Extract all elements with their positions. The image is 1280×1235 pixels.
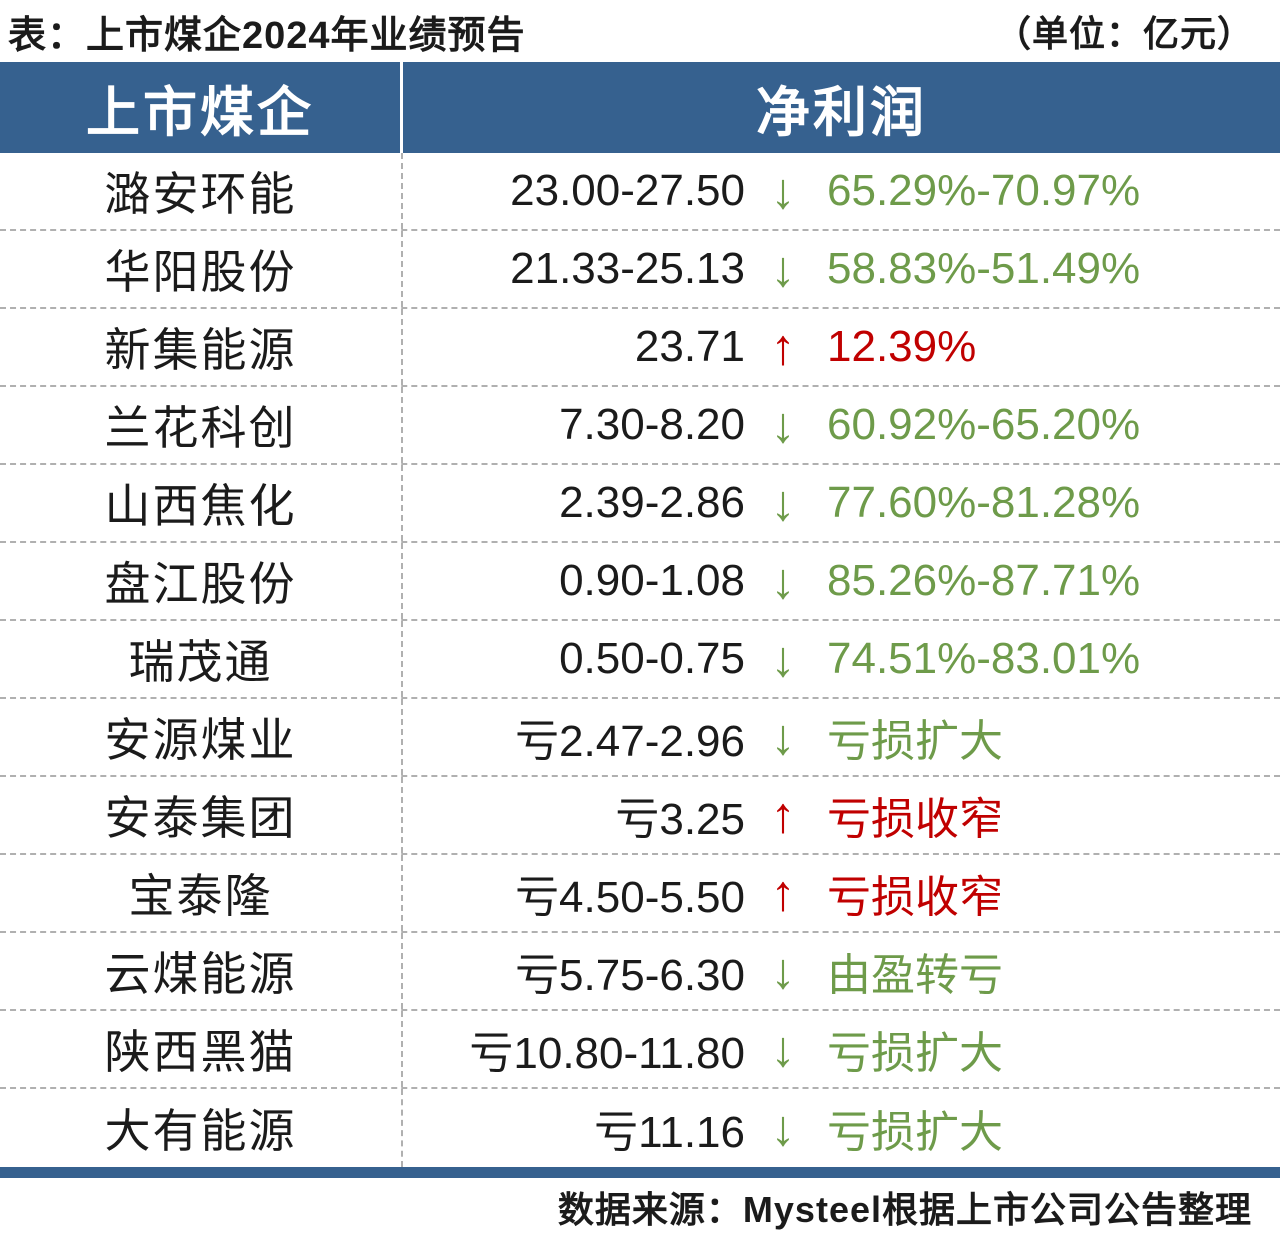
company-name: 山西焦化 (0, 465, 403, 541)
net-profit-value: 23.71 (634, 322, 745, 371)
down-arrow-icon: ↓ (770, 1021, 796, 1077)
down-arrow-icon: ↓ (770, 943, 796, 999)
page-title: 表：上市煤企2024年业绩预告 (8, 14, 526, 57)
net-profit-value: 0.50-0.75 (559, 634, 745, 683)
footer: 数据来源：Mysteel根据上市公司公告整理 (0, 1178, 1280, 1235)
company-name: 华阳股份 (0, 231, 403, 307)
table-row: 安泰集团 亏3.25 ↑ 亏损收窄 (0, 777, 1280, 855)
table-row: 山西焦化 2.39-2.86 ↓ 77.60%-81.28% (0, 465, 1280, 543)
down-arrow-icon: ↓ (770, 1100, 796, 1156)
company-name: 潞安环能 (0, 153, 403, 229)
company-name: 陕西黑猫 (0, 1011, 403, 1087)
change-text: 亏损收窄 (827, 795, 1003, 844)
down-arrow-icon: ↓ (770, 241, 796, 297)
net-profit-value: 亏4.50-5.50 (515, 873, 745, 922)
table-row: 安源煤业 亏2.47-2.96 ↓ 亏损扩大 (0, 699, 1280, 777)
net-profit-value: 21.33-25.13 (510, 244, 745, 293)
change-text: 65.29%-70.97% (827, 166, 1141, 215)
table-row: 瑞茂通 0.50-0.75 ↓ 74.51%-83.01% (0, 621, 1280, 699)
table-row: 宝泰隆 亏4.50-5.50 ↑ 亏损收窄 (0, 855, 1280, 933)
company-name: 大有能源 (0, 1089, 403, 1167)
net-profit-cell: 0.90-1.08 ↓ 85.26%-87.71% (403, 543, 1280, 619)
down-arrow-icon: ↓ (770, 631, 796, 687)
change-text: 60.92%-65.20% (827, 400, 1141, 449)
bottom-bar (0, 1167, 1280, 1178)
net-profit-value: 亏10.80-11.80 (469, 1029, 745, 1078)
source-note: 数据来源：Mysteel根据上市公司公告整理 (557, 1188, 1252, 1230)
unit-label: （单位：亿元） (994, 13, 1254, 54)
company-name: 新集能源 (0, 309, 403, 385)
net-profit-cell: 21.33-25.13 ↓ 58.83%-51.49% (403, 231, 1280, 307)
table-body: 潞安环能 23.00-27.50 ↓ 65.29%-70.97% 华阳股份 21… (0, 153, 1280, 1167)
net-profit-cell: 亏5.75-6.30 ↓ 由盈转亏 (403, 933, 1280, 1009)
net-profit-cell: 0.50-0.75 ↓ 74.51%-83.01% (403, 621, 1280, 697)
change-text: 亏损扩大 (827, 1029, 1003, 1078)
net-profit-cell: 7.30-8.20 ↓ 60.92%-65.20% (403, 387, 1280, 463)
table-row: 盘江股份 0.90-1.08 ↓ 85.26%-87.71% (0, 543, 1280, 621)
table-row: 华阳股份 21.33-25.13 ↓ 58.83%-51.49% (0, 231, 1280, 309)
company-name: 安泰集团 (0, 777, 403, 853)
company-name: 盘江股份 (0, 543, 403, 619)
column-header-company: 上市煤企 (0, 62, 403, 153)
net-profit-value: 亏5.75-6.30 (515, 951, 745, 1000)
change-text: 12.39% (827, 322, 977, 371)
up-arrow-icon: ↑ (770, 865, 796, 921)
down-arrow-icon: ↓ (770, 397, 796, 453)
change-text: 亏损扩大 (827, 1108, 1003, 1157)
company-name: 云煤能源 (0, 933, 403, 1009)
net-profit-cell: 亏4.50-5.50 ↑ 亏损收窄 (403, 855, 1280, 931)
company-name: 安源煤业 (0, 699, 403, 775)
net-profit-cell: 亏3.25 ↑ 亏损收窄 (403, 777, 1280, 853)
net-profit-cell: 23.71 ↑ 12.39% (403, 309, 1280, 385)
company-name: 瑞茂通 (0, 621, 403, 697)
up-arrow-icon: ↑ (770, 787, 796, 843)
down-arrow-icon: ↓ (770, 475, 796, 531)
net-profit-cell: 23.00-27.50 ↓ 65.29%-70.97% (403, 153, 1280, 229)
up-arrow-icon: ↑ (770, 319, 796, 375)
change-text: 85.26%-87.71% (827, 556, 1141, 605)
net-profit-value: 2.39-2.86 (559, 478, 745, 527)
net-profit-cell: 亏10.80-11.80 ↓ 亏损扩大 (403, 1011, 1280, 1087)
net-profit-value: 7.30-8.20 (559, 400, 745, 449)
net-profit-cell: 亏11.16 ↓ 亏损扩大 (403, 1089, 1280, 1167)
net-profit-value: 亏11.16 (594, 1108, 745, 1157)
down-arrow-icon: ↓ (770, 553, 796, 609)
table-row: 潞安环能 23.00-27.50 ↓ 65.29%-70.97% (0, 153, 1280, 231)
change-text: 58.83%-51.49% (827, 244, 1141, 293)
net-profit-value: 亏3.25 (615, 795, 745, 844)
down-arrow-icon: ↓ (770, 709, 796, 765)
change-text: 74.51%-83.01% (827, 634, 1141, 683)
table-row: 兰花科创 7.30-8.20 ↓ 60.92%-65.20% (0, 387, 1280, 465)
table-header-row: 上市煤企 净利润 (0, 62, 1280, 153)
table-row: 云煤能源 亏5.75-6.30 ↓ 由盈转亏 (0, 933, 1280, 1011)
table-row: 新集能源 23.71 ↑ 12.39% (0, 309, 1280, 387)
column-header-net-profit: 净利润 (756, 80, 927, 144)
net-profit-value: 0.90-1.08 (559, 556, 745, 605)
table-row: 陕西黑猫 亏10.80-11.80 ↓ 亏损扩大 (0, 1011, 1280, 1089)
title-bar: 表：上市煤企2024年业绩预告 （单位：亿元） (0, 0, 1280, 62)
net-profit-value: 23.00-27.50 (510, 166, 745, 215)
net-profit-cell: 2.39-2.86 ↓ 77.60%-81.28% (403, 465, 1280, 541)
table-row: 大有能源 亏11.16 ↓ 亏损扩大 (0, 1089, 1280, 1167)
net-profit-cell: 亏2.47-2.96 ↓ 亏损扩大 (403, 699, 1280, 775)
change-text: 亏损扩大 (827, 717, 1003, 766)
down-arrow-icon: ↓ (770, 163, 796, 219)
change-text: 亏损收窄 (827, 873, 1003, 922)
company-name: 兰花科创 (0, 387, 403, 463)
company-name: 宝泰隆 (0, 855, 403, 931)
net-profit-value: 亏2.47-2.96 (515, 717, 745, 766)
change-text: 由盈转亏 (827, 951, 1003, 1000)
change-text: 77.60%-81.28% (827, 478, 1141, 527)
